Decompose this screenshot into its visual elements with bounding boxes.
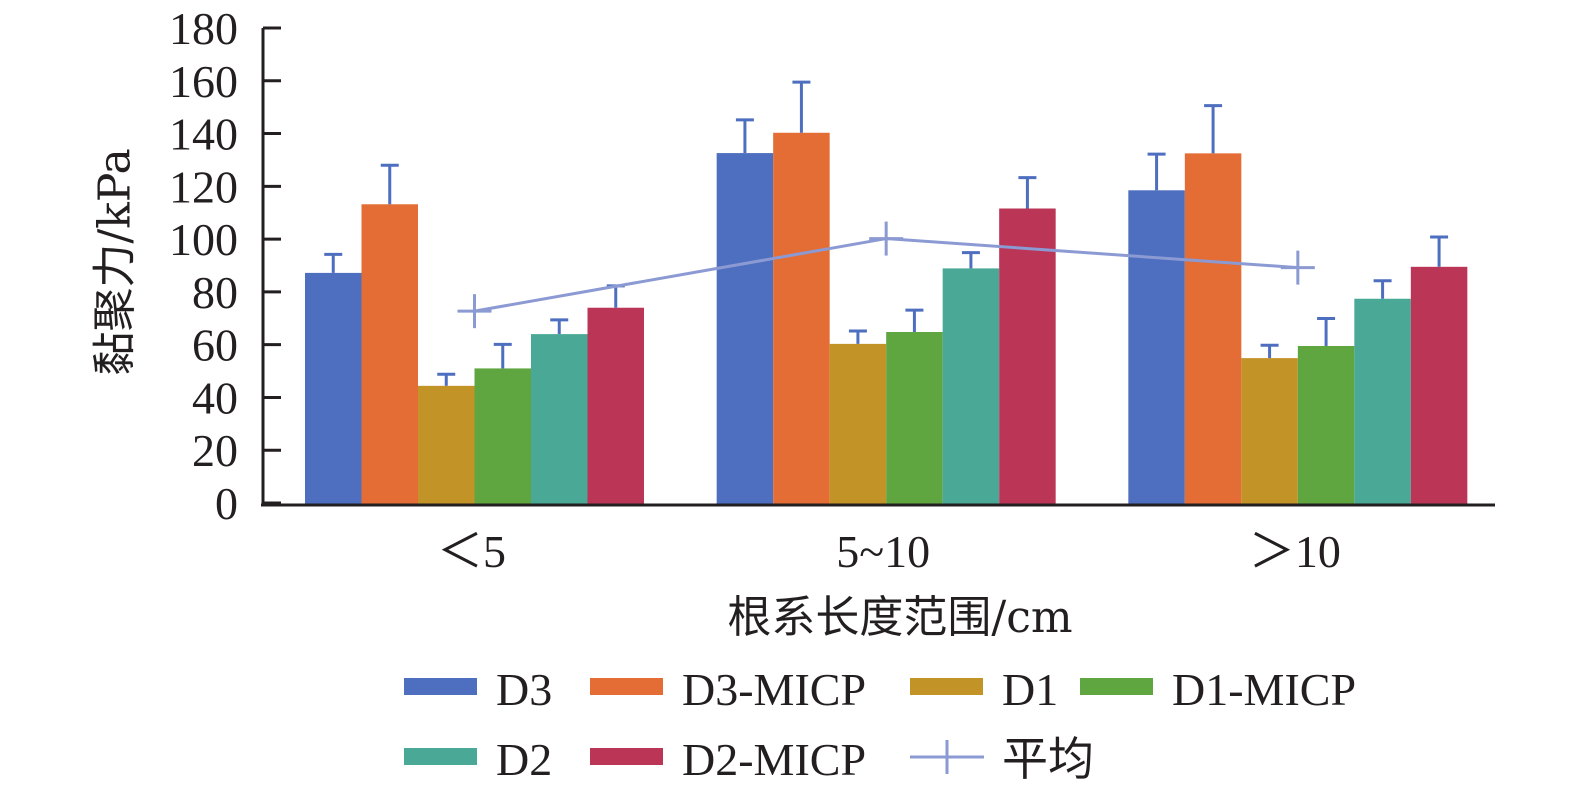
y-tick-label-180: 180 (169, 3, 238, 54)
legend-label-d1-micp: D1-MICP (1172, 664, 1356, 715)
y-tick-label-60: 60 (192, 320, 238, 371)
y-tick-label-140: 140 (169, 109, 238, 160)
y-tick-label-120: 120 (169, 161, 238, 212)
y-axis-title: 黏聚力/kPa (90, 148, 141, 375)
legend-label-d2: D2 (496, 734, 552, 785)
bar-d3-micp-1 (773, 132, 830, 504)
legend-swatch-d2 (404, 748, 477, 765)
x-ticks-layer: ＜5 5~10 ＞10 (437, 526, 1341, 577)
bar-d1-0 (418, 385, 475, 504)
y-tick-label-40: 40 (192, 372, 238, 423)
bar-d1-micp-1 (886, 332, 943, 504)
bar-d2-1 (942, 268, 1000, 504)
y-tick-label-160: 160 (169, 56, 238, 107)
legend-item-d2-micp: D2-MICP (590, 734, 866, 785)
bar-d3-1 (716, 153, 774, 505)
bar-d2-micp-1 (999, 208, 1056, 504)
bars-layer (305, 132, 1468, 505)
bar-d2-0 (531, 334, 588, 504)
bar-d2-2 (1354, 298, 1411, 504)
bar-d3-micp-0 (361, 204, 418, 504)
legend-item-d2: D2 (404, 734, 552, 785)
axes-layer (261, 28, 1495, 507)
legend-item-d3: D3 (404, 664, 552, 715)
x-axis-title: 根系长度范围/cm (727, 592, 1072, 643)
bar-d2-micp-2 (1410, 266, 1468, 504)
legend-item-d1: D1 (910, 664, 1058, 715)
legend-label-d1: D1 (1002, 664, 1058, 715)
bar-d3-micp-2 (1184, 153, 1242, 504)
legend-swatch-d1-micp (1080, 678, 1153, 695)
legend-swatch-d3 (404, 678, 477, 695)
legend-label-d3-micp: D3-MICP (682, 664, 866, 715)
legend-item-d3-micp: D3-MICP (590, 664, 866, 715)
legend: D3 D3-MICP D1 D1-MICP D2 D2-MICP 平均 (404, 664, 1356, 785)
legend-swatch-d2-micp (590, 748, 663, 765)
legend-label-平均: 平均 (1002, 734, 1094, 785)
legend-item-d1-micp: D1-MICP (1080, 664, 1356, 715)
average-line-layer (457, 221, 1315, 329)
bar-d1-micp-0 (474, 368, 531, 504)
y-tick-label-20: 20 (192, 425, 238, 476)
legend-item-平均: 平均 (910, 734, 1094, 785)
y-tick-label-80: 80 (192, 267, 238, 318)
legend-label-d3: D3 (496, 664, 552, 715)
bar-d3-2 (1128, 190, 1185, 504)
bar-d3-0 (305, 272, 362, 504)
bar-d1-2 (1241, 358, 1298, 504)
legend-label-d2-micp: D2-MICP (682, 734, 866, 785)
legend-swatch-d1 (910, 678, 983, 695)
bar-d1-micp-2 (1297, 345, 1355, 504)
legend-swatch-d3-micp (590, 678, 663, 695)
y-tick-label-100: 100 (169, 214, 238, 265)
y-tick-label-0: 0 (215, 478, 238, 529)
bar-d2-micp-0 (587, 307, 644, 504)
x-tick-label-0: ＜5 (437, 526, 506, 577)
x-tick-label-1: 5~10 (836, 526, 930, 577)
bar-d1-1 (829, 343, 887, 504)
x-tick-label-2: ＞10 (1249, 526, 1341, 577)
